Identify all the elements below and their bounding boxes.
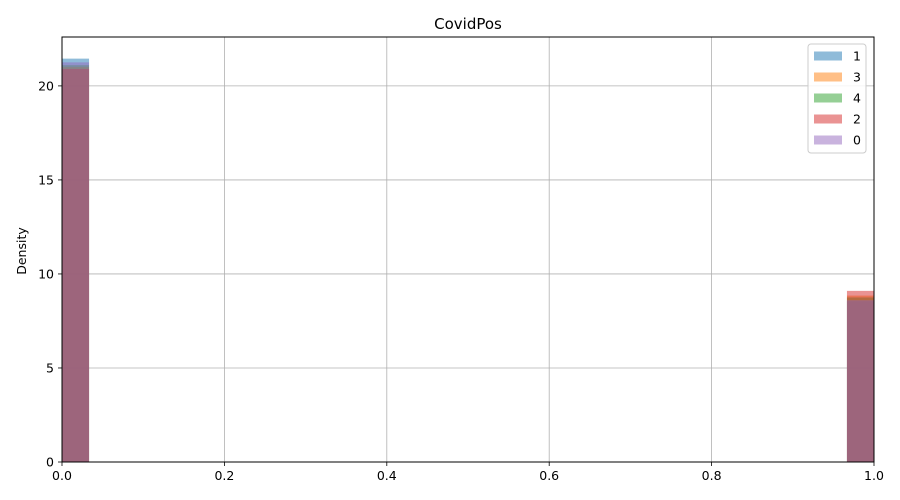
legend-swatch-2 (814, 114, 842, 124)
bar-series-0-bin-0 (62, 62, 90, 462)
chart-title: CovidPos (434, 15, 502, 33)
y-axis-ticks: 0 5 10 15 20 (38, 78, 62, 470)
y-tick-label: 0 (46, 455, 54, 470)
legend-label-3: 3 (853, 70, 861, 85)
y-tick-label: 15 (38, 172, 54, 187)
plot-frame (61, 36, 875, 463)
x-tick-label: 0.4 (377, 468, 397, 483)
legend: 1 3 4 2 0 (807, 43, 867, 154)
x-tick-label: 0.6 (539, 468, 559, 483)
bar-series-0-bin-1 (846, 300, 874, 462)
legend-swatch-1 (814, 51, 842, 61)
x-tick-label: 0.8 (702, 468, 722, 483)
legend-label-4: 4 (853, 91, 861, 106)
legend-swatch-0 (814, 135, 842, 145)
legend-swatch-4 (814, 93, 842, 103)
y-tick-label: 5 (46, 360, 54, 375)
x-tick-label: 1.0 (864, 468, 884, 483)
x-tick-label: 0.0 (52, 468, 72, 483)
grid-lines (61, 37, 875, 463)
legend-label-1: 1 (853, 49, 861, 64)
legend-label-2: 2 (853, 112, 861, 127)
x-tick-label: 0.2 (214, 468, 234, 483)
y-tick-label: 20 (38, 78, 54, 93)
histogram-bars (62, 58, 874, 463)
y-tick-label: 10 (38, 266, 54, 281)
x-axis-ticks: 0.0 0.2 0.4 0.6 0.8 1.0 (52, 462, 884, 483)
y-axis-label: Density (14, 227, 29, 275)
legend-label-0: 0 (853, 133, 861, 148)
legend-swatch-3 (814, 72, 842, 82)
